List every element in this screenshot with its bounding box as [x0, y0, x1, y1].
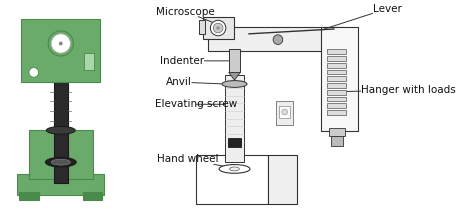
Circle shape: [51, 34, 71, 53]
Ellipse shape: [46, 127, 75, 134]
FancyBboxPatch shape: [327, 90, 346, 95]
FancyBboxPatch shape: [18, 174, 104, 195]
Circle shape: [48, 31, 73, 56]
FancyBboxPatch shape: [21, 19, 100, 82]
Text: Lever: Lever: [321, 4, 401, 30]
Circle shape: [282, 109, 288, 115]
FancyBboxPatch shape: [209, 27, 344, 51]
FancyBboxPatch shape: [29, 130, 92, 179]
FancyBboxPatch shape: [327, 110, 346, 115]
FancyBboxPatch shape: [229, 49, 240, 72]
FancyBboxPatch shape: [327, 103, 346, 108]
FancyBboxPatch shape: [331, 136, 343, 146]
Ellipse shape: [219, 165, 250, 173]
FancyBboxPatch shape: [321, 27, 358, 131]
FancyBboxPatch shape: [327, 97, 346, 101]
FancyBboxPatch shape: [19, 192, 38, 200]
FancyBboxPatch shape: [84, 53, 93, 71]
FancyBboxPatch shape: [327, 63, 346, 68]
Ellipse shape: [51, 159, 71, 165]
FancyBboxPatch shape: [268, 155, 297, 204]
Text: Microscope: Microscope: [156, 7, 215, 22]
FancyBboxPatch shape: [228, 138, 241, 147]
FancyBboxPatch shape: [225, 75, 244, 162]
Text: Hanger with loads: Hanger with loads: [339, 85, 456, 95]
FancyBboxPatch shape: [329, 128, 345, 136]
Text: Hand wheel: Hand wheel: [157, 154, 228, 167]
Circle shape: [210, 20, 226, 36]
FancyBboxPatch shape: [327, 69, 346, 74]
FancyBboxPatch shape: [327, 49, 346, 54]
Ellipse shape: [230, 167, 239, 171]
Polygon shape: [229, 72, 240, 80]
FancyBboxPatch shape: [327, 83, 346, 88]
Text: Elevating screw: Elevating screw: [155, 99, 237, 109]
Text: Indenter: Indenter: [160, 56, 229, 66]
Circle shape: [213, 23, 223, 33]
FancyBboxPatch shape: [196, 155, 268, 204]
Circle shape: [59, 41, 63, 45]
FancyBboxPatch shape: [279, 106, 291, 118]
FancyBboxPatch shape: [199, 20, 205, 34]
FancyBboxPatch shape: [83, 192, 102, 200]
FancyBboxPatch shape: [327, 56, 346, 61]
FancyBboxPatch shape: [203, 17, 234, 39]
Ellipse shape: [222, 81, 247, 87]
Circle shape: [216, 26, 220, 30]
FancyBboxPatch shape: [276, 101, 293, 125]
Circle shape: [273, 35, 283, 44]
FancyBboxPatch shape: [327, 76, 346, 81]
Text: Anvil: Anvil: [166, 77, 226, 87]
FancyBboxPatch shape: [54, 58, 68, 183]
Circle shape: [29, 68, 38, 77]
Ellipse shape: [46, 157, 76, 167]
